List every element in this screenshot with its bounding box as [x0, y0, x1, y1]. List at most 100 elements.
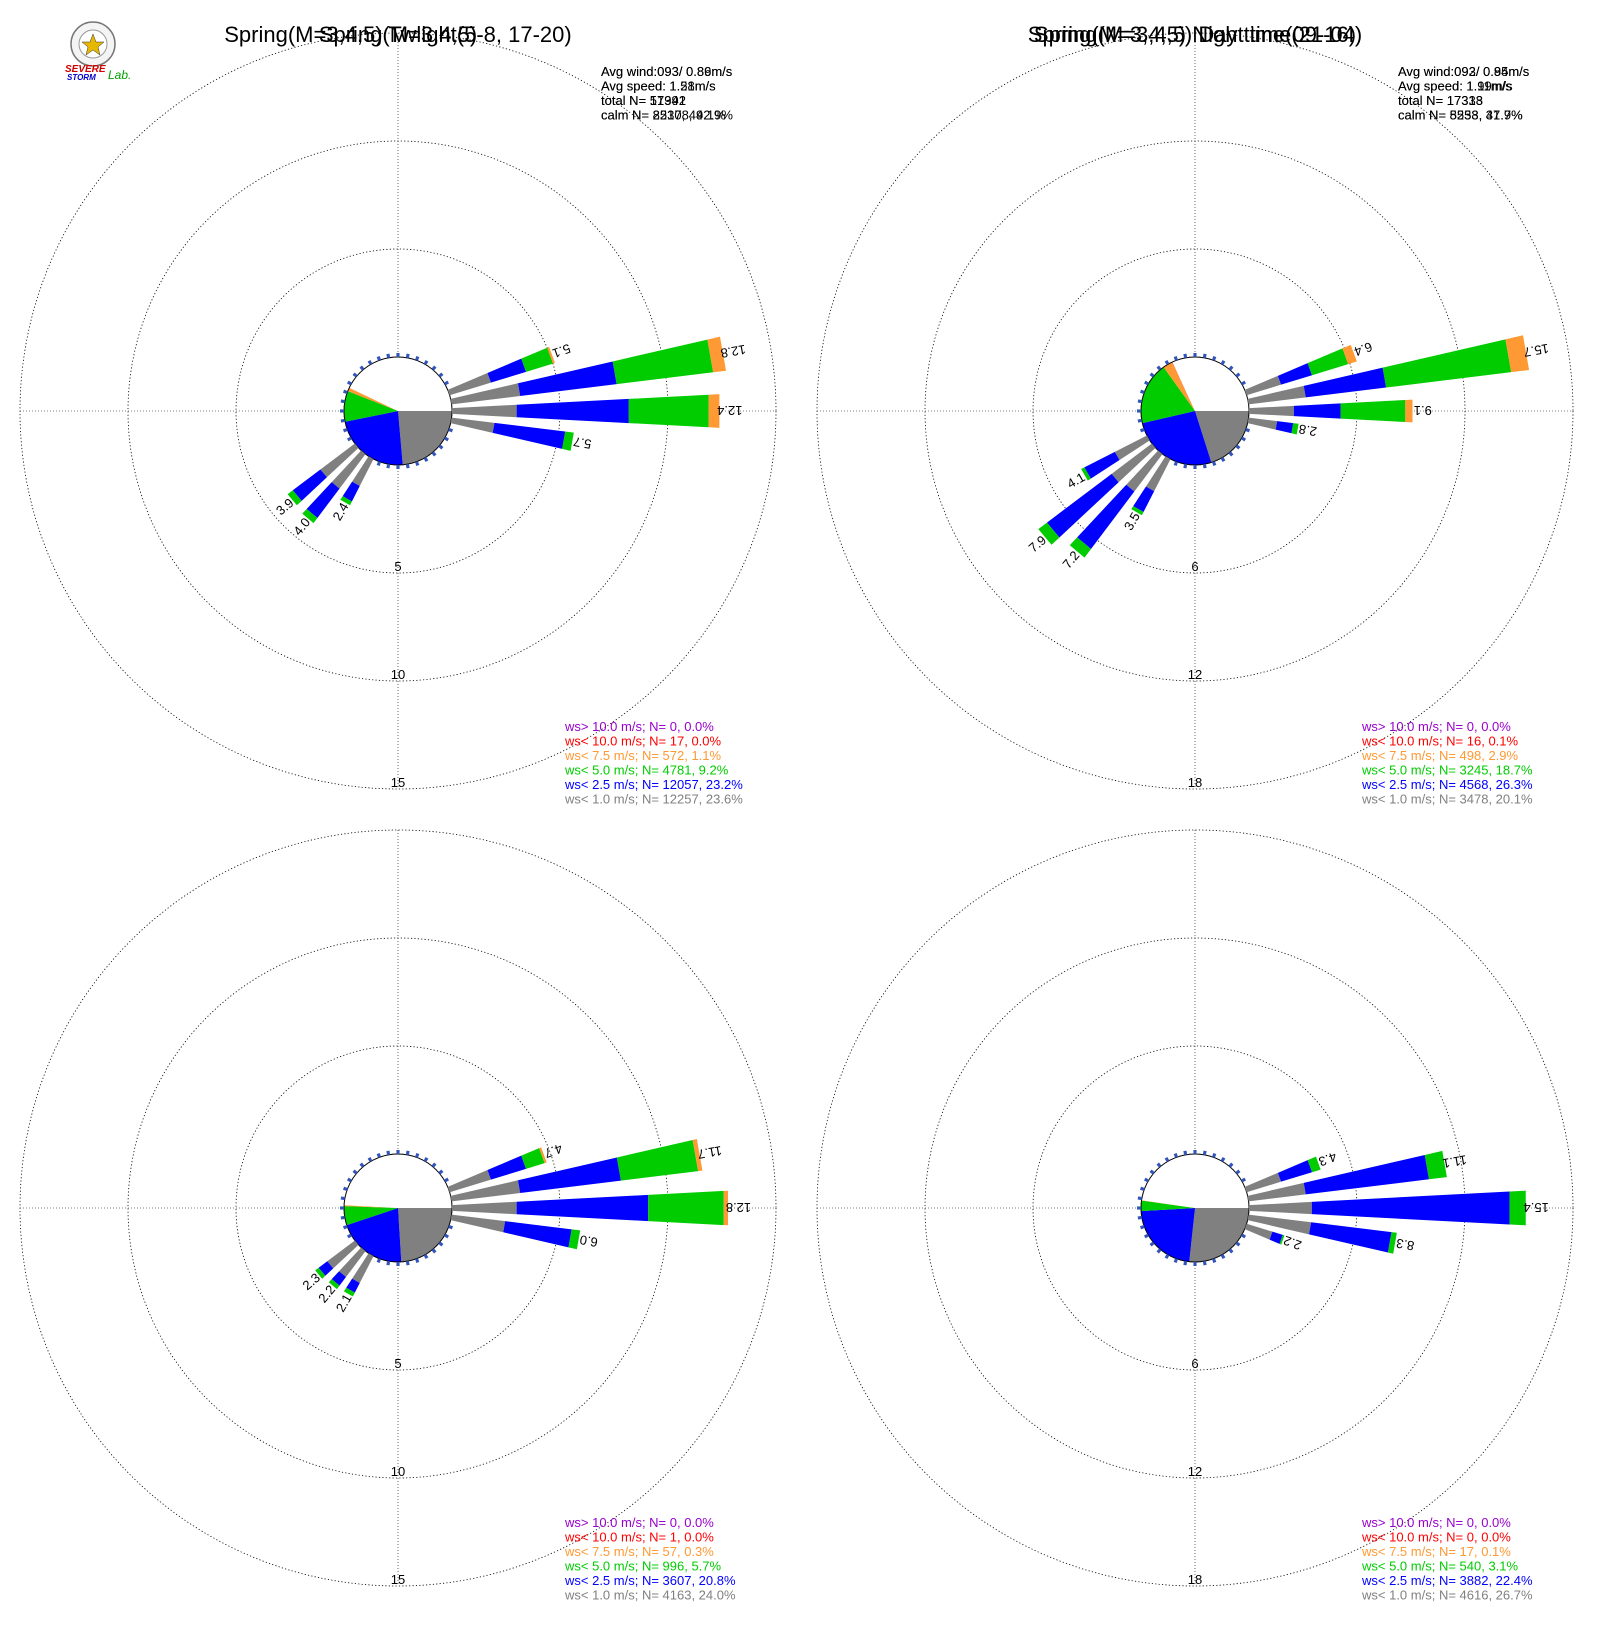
direction-bar-label: 6.4 [1352, 339, 1374, 359]
direction-bar-segment [315, 1267, 326, 1279]
direction-bar-segment [521, 347, 553, 372]
direction-bar-label: 11.1 [1441, 1152, 1468, 1171]
direction-tick [1193, 1261, 1197, 1266]
pie-slice [345, 411, 403, 465]
direction-tick [340, 1215, 346, 1220]
direction-tick [396, 464, 400, 469]
direction-bar-segment [451, 404, 517, 418]
direction-bar-segment [1342, 344, 1357, 365]
legend-entry: ws< 10.0 m/s; N= 17, 0.0% [564, 734, 722, 749]
pie-slice [1163, 362, 1195, 411]
direction-bar-segment [487, 358, 527, 383]
direction-bar-label: 12.8 [719, 342, 747, 361]
direction-tick [1164, 1156, 1170, 1163]
direction-tick [1149, 372, 1155, 378]
stat-line: calm N= 5533, 31.9% [1398, 108, 1523, 123]
direction-bar-segment [1269, 1231, 1283, 1244]
direction-tick [1137, 1215, 1143, 1220]
direction-tick [1137, 418, 1143, 423]
direction-tick [1220, 456, 1226, 463]
direction-tick [405, 1260, 410, 1266]
direction-tick [367, 1156, 373, 1163]
direction-bar-segment [328, 1279, 340, 1290]
direction-bar-segment [1505, 335, 1530, 373]
direction-bar-segment [1084, 451, 1120, 479]
direction-tick [1212, 461, 1217, 467]
direction-tick [1173, 355, 1178, 361]
legend-entry: ws< 7.5 m/s; N= 17, 0.1% [1361, 1544, 1511, 1559]
direction-tick [367, 359, 373, 366]
direction-tick [405, 1150, 410, 1156]
direction-bar-segment [1077, 484, 1135, 550]
direction-bar-label: 8.3 [1395, 1236, 1415, 1254]
direction-tick [376, 461, 381, 467]
stat-line: Avg wind:092/ 0.95m/s [1398, 64, 1530, 79]
direction-tick [1156, 1162, 1162, 1168]
direction-tick [1235, 1241, 1241, 1247]
direction-bar-segment [450, 1214, 506, 1233]
pie-slice [346, 1208, 402, 1262]
direction-bar-label: 5.1 [550, 341, 572, 361]
direction-tick [405, 353, 410, 359]
direction-bar-segment [562, 431, 574, 451]
direction-bar-segment [450, 1180, 521, 1202]
direction-bar-segment [517, 1157, 621, 1193]
direction-bar-segment [318, 1261, 334, 1276]
direction-tick [340, 399, 346, 404]
direction-bar-label: 9.1 [1414, 403, 1432, 418]
ring-label: 15 [391, 1572, 405, 1587]
pie-slice [1141, 1153, 1249, 1208]
direction-tick [1235, 1169, 1241, 1175]
logo-text-lab: Lab. [108, 68, 131, 82]
direction-bar-label: 4.3 [1317, 1149, 1339, 1169]
direction-tick [340, 409, 345, 413]
direction-tick [405, 463, 410, 469]
stat-line: Avg speed: 1.51m/s [601, 79, 716, 94]
direction-tick [443, 436, 450, 442]
direction-tick [431, 1248, 437, 1254]
pie-slice [344, 391, 398, 422]
direction-tick [1139, 1186, 1145, 1191]
direction-bar-segment [1275, 421, 1294, 434]
direction-tick [352, 1169, 358, 1175]
legend-entry: ws> 10.0 m/s; N= 0, 0.0% [564, 1515, 714, 1530]
ring-label: 10 [391, 667, 405, 682]
direction-bar-segment [1303, 367, 1387, 398]
direction-bar-segment [342, 481, 360, 502]
direction-bar-segment [343, 1287, 355, 1297]
direction-tick [359, 365, 365, 371]
direction-tick [423, 1253, 429, 1260]
direction-tick [1212, 355, 1217, 361]
direction-tick [340, 418, 346, 423]
direction-bar-label: 15.7 [1522, 341, 1550, 360]
direction-bar-segment [340, 496, 352, 506]
direction-bar-segment [1387, 1232, 1397, 1254]
direction-tick [443, 380, 450, 386]
pie-slice [1141, 367, 1195, 424]
direction-tick [1212, 1152, 1217, 1158]
direction-bar-segment [487, 1155, 527, 1180]
stat-line: total N= 17341 [601, 93, 686, 108]
direction-tick [1240, 1177, 1247, 1183]
ring-label: 6 [1191, 559, 1198, 574]
direction-tick [438, 372, 444, 378]
ring-label: 18 [1188, 775, 1202, 790]
legend-entry: ws< 7.5 m/s; N= 498, 2.9% [1361, 748, 1519, 763]
stat-line: calm N= 22308, 42.9% [601, 108, 733, 123]
direction-tick [1235, 372, 1241, 378]
legend-entry: ws< 5.0 m/s; N= 996, 5.7% [564, 1559, 722, 1574]
direction-tick [1149, 1169, 1155, 1175]
direction-bar-segment [1081, 467, 1091, 481]
stat-line: Avg wind:093/ 0.89m/s [601, 64, 733, 79]
direction-bar-segment [1293, 403, 1341, 419]
pie-slice [1195, 411, 1249, 463]
direction-bar-segment [352, 1253, 374, 1284]
direction-tick [415, 1258, 420, 1264]
direction-tick [1156, 365, 1162, 371]
direction-bar-segment [1247, 417, 1278, 430]
direction-tick [1183, 1150, 1188, 1156]
legend-entry: ws> 10.0 m/s; N= 0, 0.0% [1361, 719, 1511, 734]
direction-bar-label: 12.4 [717, 403, 742, 418]
direction-bar-segment [503, 1221, 572, 1248]
